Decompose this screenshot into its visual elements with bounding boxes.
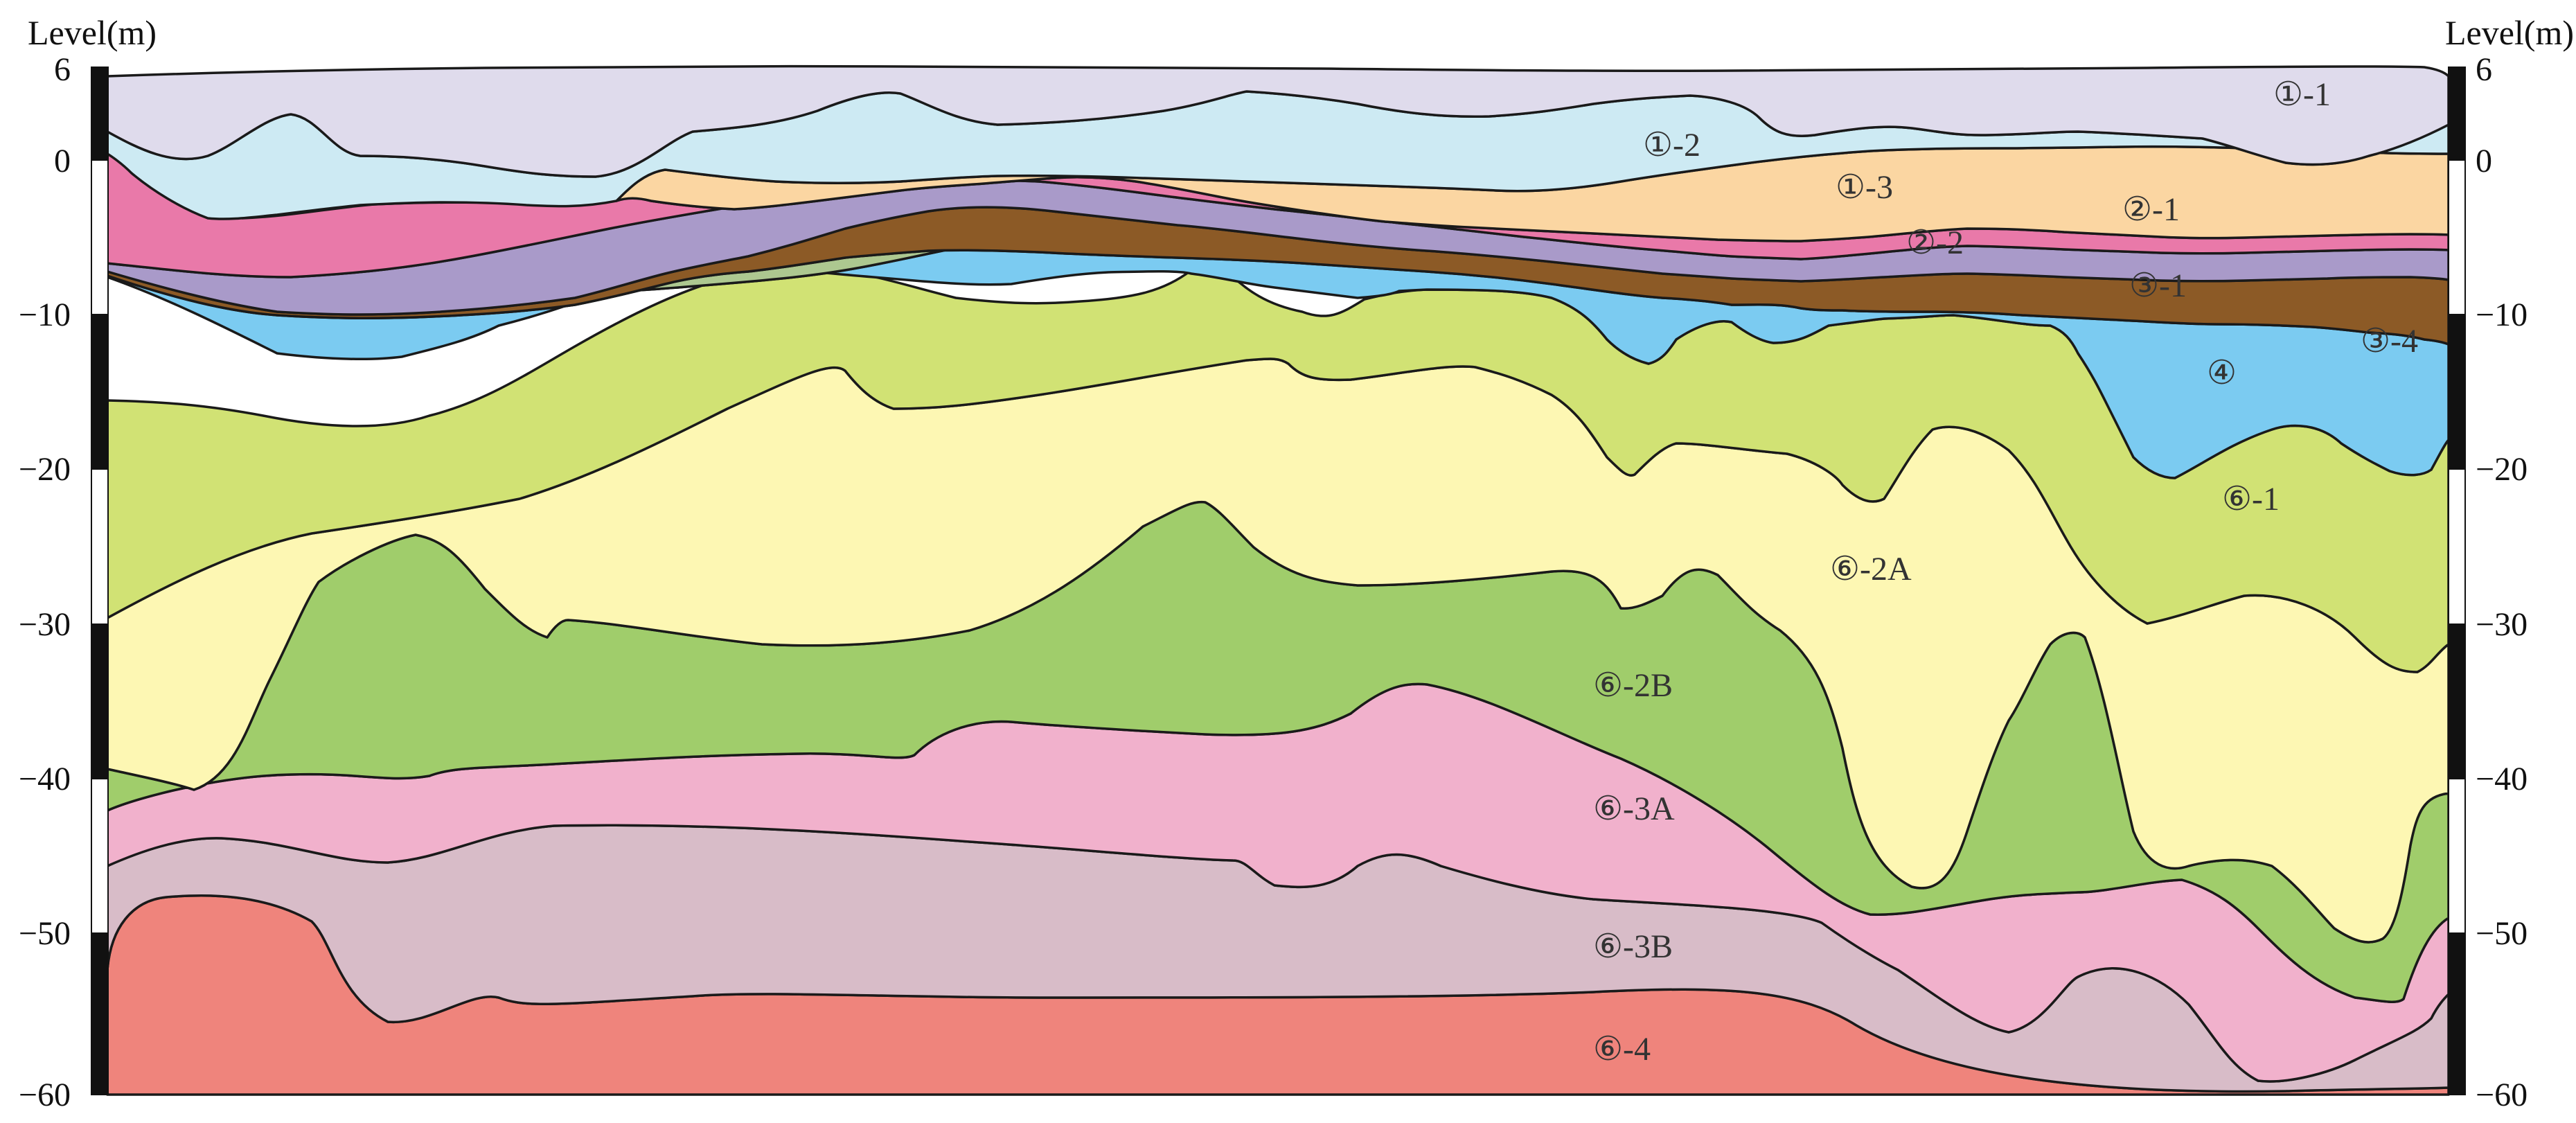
left-tick-label: −30 bbox=[19, 606, 71, 643]
left-scale-segment bbox=[91, 159, 109, 315]
right-tick-label: −60 bbox=[2476, 1077, 2528, 1113]
right-scale-bar bbox=[2448, 67, 2466, 1095]
right-tick-labels: 6 0 −10 −20 −30 −40 −50 −60 bbox=[2476, 51, 2528, 1113]
right-axis-title: Level(m) bbox=[2445, 13, 2574, 52]
layer-label-4: ④ bbox=[2207, 355, 2237, 391]
right-scale-segment bbox=[2448, 67, 2466, 161]
right-tick-label: −50 bbox=[2476, 915, 2528, 952]
layer-label-6-4: ⑥-4 bbox=[1593, 1031, 1651, 1068]
left-axis-title: Level(m) bbox=[28, 13, 157, 52]
layer-label-1-1: ①-1 bbox=[2273, 76, 2331, 113]
left-scale-bar bbox=[91, 67, 109, 1095]
layer-label-6-2b: ⑥-2B bbox=[1593, 667, 1673, 704]
left-tick-label: 0 bbox=[54, 143, 71, 179]
left-scale-segment bbox=[91, 67, 109, 161]
layer-label-1-2: ①-2 bbox=[1643, 127, 1700, 163]
left-tick-label: 6 bbox=[54, 51, 71, 88]
right-tick-label: −30 bbox=[2476, 606, 2528, 643]
left-scale-segment bbox=[91, 778, 109, 934]
right-tick-label: −20 bbox=[2476, 451, 2528, 488]
layer-label-3-1: ③-1 bbox=[2129, 267, 2187, 304]
layer-labels: ①-1 ①-2 ①-3 ②-1 ②-2 ③-1 ③-4 ④ ⑥-1 ⑥-2A ⑥… bbox=[1593, 76, 2418, 1068]
layer-label-3-4: ③-4 bbox=[2361, 323, 2418, 360]
layer-label-6-3a: ⑥-3A bbox=[1593, 790, 1675, 827]
left-scale-segment bbox=[91, 932, 109, 1095]
right-scale-segment bbox=[2448, 468, 2466, 625]
stratum-1-1 bbox=[106, 64, 2450, 178]
left-tick-label: −20 bbox=[19, 451, 71, 488]
layer-label-2-2: ②-2 bbox=[1906, 224, 1964, 261]
right-scale-segment bbox=[2448, 932, 2466, 1095]
right-scale-segment bbox=[2448, 624, 2466, 779]
right-scale-segment bbox=[2448, 778, 2466, 934]
right-scale-segment bbox=[2448, 314, 2466, 470]
left-tick-labels: 6 0 −10 −20 −30 −40 −50 −60 bbox=[19, 51, 71, 1113]
left-scale-segment bbox=[91, 314, 109, 470]
layer-label-2-1: ②-1 bbox=[2122, 191, 2180, 228]
left-scale-segment bbox=[91, 624, 109, 779]
left-tick-label: −50 bbox=[19, 915, 71, 952]
left-tick-label: −40 bbox=[19, 761, 71, 797]
layer-label-6-2a: ⑥-2A bbox=[1830, 551, 1912, 587]
left-tick-label: −10 bbox=[19, 297, 71, 333]
right-tick-label: 6 bbox=[2476, 51, 2492, 88]
layer-label-1-3: ①-3 bbox=[1836, 169, 1893, 206]
layer-label-6-3b: ⑥-3B bbox=[1593, 928, 1673, 965]
right-tick-label: −40 bbox=[2476, 761, 2528, 797]
left-scale-segment bbox=[91, 468, 109, 625]
right-tick-label: −10 bbox=[2476, 297, 2528, 333]
layer-label-6-1: ⑥-1 bbox=[2222, 481, 2280, 518]
left-tick-label: −60 bbox=[19, 1077, 71, 1113]
right-tick-label: 0 bbox=[2476, 143, 2492, 179]
strata-layers bbox=[106, 64, 2450, 1096]
right-scale-segment bbox=[2448, 159, 2466, 315]
